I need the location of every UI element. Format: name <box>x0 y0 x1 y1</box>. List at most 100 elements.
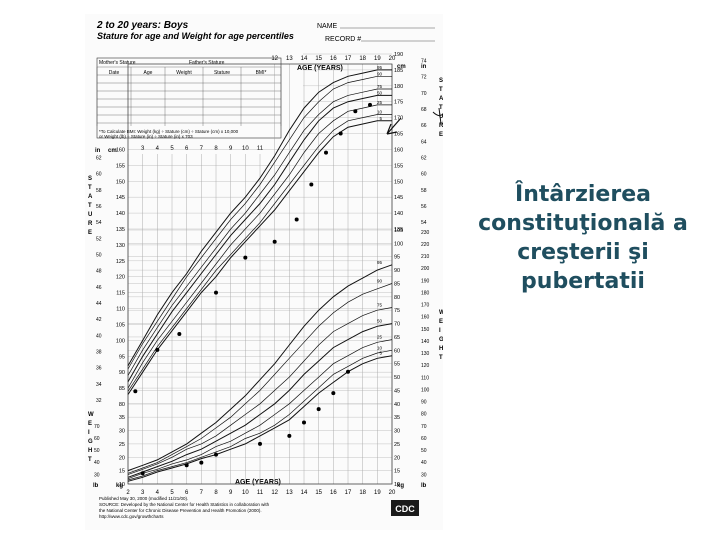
stature-in-tick-left: 46 <box>96 285 102 291</box>
bmi-note-2: or Weight (lb) ÷ Stature (in) ÷ Stature … <box>99 134 193 139</box>
weight-lb-tick-right: 160 <box>421 315 430 321</box>
stature-percentile-5-line <box>127 120 392 395</box>
stature-cm-tick-left: 120 <box>116 275 125 281</box>
stature-percentile-90-line <box>127 75 392 370</box>
x-tick-label-bottom: 5 <box>170 490 174 496</box>
unit-kg-right: kg <box>397 483 404 489</box>
stature-cm-tick-right: 160 <box>394 147 403 153</box>
stature-percentile-95-line <box>127 69 392 367</box>
patient-stature-point <box>368 102 372 107</box>
weight-percentile-10-line <box>127 349 393 481</box>
x-tick-label-bottom: 7 <box>200 490 204 496</box>
patient-stature-point <box>177 332 182 336</box>
stature-in-tick-left: 40 <box>96 333 102 339</box>
x-tick-label-top: 13 <box>286 56 293 62</box>
weight-kg-tick-right: 90 <box>394 268 400 274</box>
stature-in-tick-left: 34 <box>96 382 102 388</box>
weight-lb-tick-right: 230 <box>421 230 430 236</box>
weight-kg-tick-right: 85 <box>394 281 400 287</box>
patient-weight-point <box>140 471 145 476</box>
x-tick-label-top: 10 <box>242 146 249 152</box>
stature-percentile-label: 5 <box>379 116 382 121</box>
x-tick-label-top: 3 <box>141 146 145 152</box>
x-tick-label-bottom: 3 <box>141 490 145 496</box>
unit-cm-left: cm <box>108 148 117 154</box>
x-tick-label-bottom: 2 <box>126 490 130 496</box>
stature-cm-tick-right: 165 <box>394 132 403 138</box>
weight-lb-tick-right: 190 <box>421 278 430 284</box>
unit-in-right: in <box>421 64 427 70</box>
weight-kg-tick-right: 20 <box>394 455 400 461</box>
weight-lb-tick-right: 100 <box>421 387 430 393</box>
stature-percentile-25-line <box>127 104 392 389</box>
stature-in-tick-right: 56 <box>421 204 427 210</box>
stature-in-tick-left: 36 <box>96 366 102 372</box>
stature-in-tick-left: 60 <box>96 172 102 178</box>
weight-kg-tick-right: 35 <box>394 415 400 421</box>
stature-in-tick-right: 66 <box>421 123 427 129</box>
footer-line3: the National Center for Chronic Disease … <box>99 508 262 513</box>
patient-stature-point <box>243 255 248 260</box>
table-header-cell: Weight <box>176 70 192 76</box>
slide-title: Întârzierea constituţională a creşterii … <box>478 182 688 294</box>
weight-lb-tick-right: 200 <box>421 266 430 272</box>
table-header-cell: Age <box>144 70 153 76</box>
footer-line4: http://www.cdc.gov/growthcharts <box>99 514 164 519</box>
x-tick-label-top: 7 <box>200 146 204 152</box>
stature-cm-tick-right: 140 <box>394 211 403 217</box>
weight-lb-tick-left: 30 <box>94 472 100 478</box>
x-tick-label-bottom: 6 <box>185 490 189 496</box>
weight-kg-tick-left: 25 <box>119 442 125 448</box>
x-tick-label-top: 11 <box>257 146 264 152</box>
weight-lb-tick-right: 130 <box>421 351 430 357</box>
weight-lb-tick-right: 50 <box>421 448 427 454</box>
table-caption-father: Father's Stature <box>189 60 225 66</box>
stature-percentile-50-line <box>127 94 392 382</box>
weight-kg-tick-right: 95 <box>394 255 400 261</box>
unit-cm-right: cm <box>397 64 406 70</box>
stature-cm-tick-left: 135 <box>116 227 125 233</box>
x-tick-label-bottom: 13 <box>286 490 293 496</box>
weight-lb-tick-right: 140 <box>421 339 430 345</box>
growth-chart-sheet: 2 to 20 years: Boys Stature for age and … <box>85 14 446 530</box>
x-tick-label-top: 9 <box>229 146 233 152</box>
weight-percentile-label: 50 <box>377 319 383 324</box>
weight-lb-tick-right: 70 <box>421 424 427 430</box>
stature-cm-tick-left: 115 <box>116 291 125 297</box>
weight-kg-tick-left: 10 <box>119 482 125 488</box>
stature-cm-tick-left: 105 <box>116 322 125 328</box>
stature-cm-tick-left: 90 <box>119 370 125 376</box>
stature-cm-tick-left: 160 <box>116 147 125 153</box>
stature-in-tick-right: 64 <box>421 139 427 145</box>
weight-kg-tick-right: 25 <box>394 442 400 448</box>
handwritten-arrow <box>386 117 402 135</box>
weight-kg-tick-right: 60 <box>394 348 400 354</box>
patient-stature-point <box>133 389 138 394</box>
stature-in-tick-right: 58 <box>421 188 427 194</box>
weight-kg-tick-right: 50 <box>394 375 400 381</box>
patient-weight-point <box>184 463 189 468</box>
x-tick-label-bottom: 16 <box>330 490 337 496</box>
weight-percentile-95-line <box>127 264 393 472</box>
weight-lb-tick-right: 220 <box>421 242 430 248</box>
plot-frame <box>127 63 393 485</box>
stature-in-tick-left: 48 <box>96 269 102 275</box>
weight-kg-tick-right: 105 <box>394 228 403 234</box>
patient-weight-point <box>258 441 262 446</box>
patient-weight-point <box>214 452 218 457</box>
stature-cm-tick-left: 155 <box>116 163 125 169</box>
weight-kg-tick-right: 30 <box>394 429 400 435</box>
weight-kg-tick-right: 100 <box>394 241 403 247</box>
stature-in-tick-left: 42 <box>96 317 102 323</box>
stature-cm-tick-right: 155 <box>394 163 403 169</box>
stature-in-tick-left: 38 <box>96 349 102 355</box>
age-label-bottom: AGE (YEARS) <box>235 479 281 486</box>
stature-cm-tick-left: 110 <box>116 307 125 313</box>
footer-line1: Published May 30, 2000 (modified 11/21/0… <box>99 496 188 501</box>
stature-cm-tick-left: 145 <box>116 195 125 201</box>
patient-stature-point <box>272 239 277 244</box>
patient-weight-point <box>346 369 350 374</box>
